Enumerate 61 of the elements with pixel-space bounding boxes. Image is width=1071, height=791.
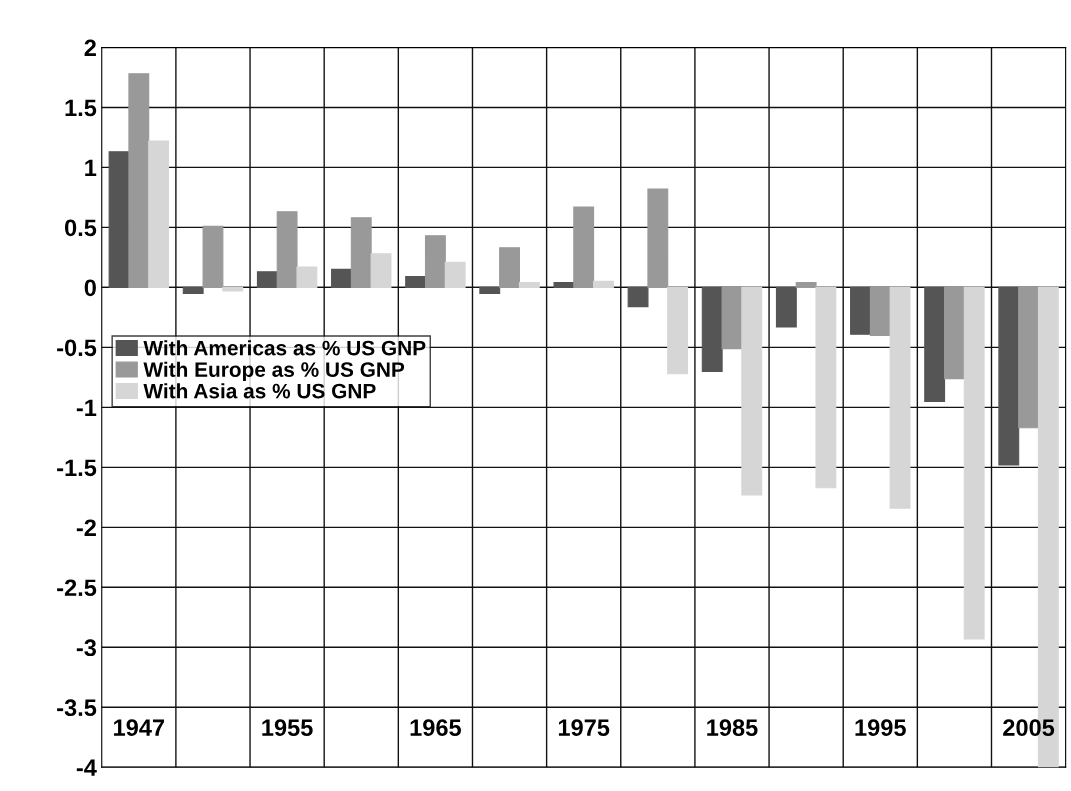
- bar: [889, 286, 911, 509]
- bar: [296, 266, 318, 288]
- bar: [667, 286, 689, 375]
- y-tick-label: -3: [76, 639, 97, 657]
- y-tick-label: -4: [76, 759, 97, 776]
- x-tick-label: 1947: [114, 719, 165, 736]
- y-tick-label: -0.5: [57, 339, 97, 357]
- bar: [741, 286, 763, 496]
- bar: [795, 282, 817, 288]
- y-tick-label: -1: [76, 399, 97, 416]
- bar: [331, 268, 352, 288]
- bar: [593, 280, 614, 288]
- bar: [573, 206, 595, 288]
- bar: [256, 271, 278, 288]
- y-tick-label: 0: [84, 279, 96, 297]
- y-tick-label: -2: [76, 519, 96, 536]
- bar: [924, 286, 946, 402]
- bar: [276, 211, 298, 288]
- bar: [479, 286, 501, 294]
- bar: [998, 286, 1020, 466]
- bar: [182, 286, 204, 294]
- bar: [518, 282, 540, 288]
- x-tick-label: 1995: [855, 719, 906, 736]
- x-tick-label: 1965: [410, 719, 462, 736]
- bar: [943, 286, 965, 380]
- bar: [869, 286, 891, 336]
- bar: [647, 188, 669, 288]
- bar: [499, 247, 520, 288]
- bar: [424, 235, 446, 288]
- bar: [701, 286, 723, 372]
- bar: [350, 217, 372, 288]
- x-tick-label: 2005: [1003, 719, 1055, 736]
- bar: [108, 151, 130, 288]
- y-tick-label: -3.5: [57, 699, 97, 717]
- x-tick-label: 1955: [262, 719, 313, 736]
- x-tick-label: 1985: [707, 719, 758, 736]
- bar: [815, 286, 837, 489]
- bar: [850, 286, 871, 335]
- bar: [148, 140, 170, 288]
- bar: [1018, 286, 1040, 429]
- bar: [721, 286, 743, 350]
- legend-label: With Asia as % US GNP: [143, 383, 376, 399]
- bar: [222, 286, 244, 292]
- y-tick-label: 0.5: [65, 219, 97, 237]
- y-tick-label: 1: [85, 159, 97, 176]
- bar: [627, 286, 649, 308]
- legend-label: With Europe as % US GNP: [143, 361, 405, 382]
- bar: [963, 286, 985, 640]
- y-tick-label: 1.5: [65, 99, 97, 117]
- x-tick-label: 1975: [558, 719, 610, 736]
- bar: [553, 282, 575, 288]
- y-tick-label: -2.5: [57, 579, 97, 597]
- legend-label: With Americas as % US GNP: [143, 340, 426, 356]
- bar: [405, 276, 427, 288]
- y-tick-label: 2: [84, 39, 96, 57]
- bar: [775, 286, 797, 328]
- y-tick-label: -1.5: [57, 459, 97, 477]
- bar: [370, 253, 392, 288]
- bar: [128, 73, 150, 288]
- bar: [202, 225, 224, 288]
- bar: [444, 261, 466, 288]
